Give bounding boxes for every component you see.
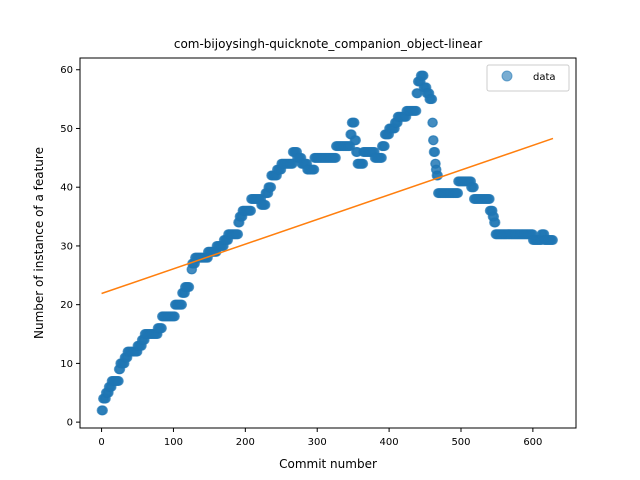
x-tick-label: 100 [164,437,183,448]
data-point [376,152,387,163]
data-point [379,141,390,152]
data-point [233,229,244,240]
legend-label-data: data [533,72,556,83]
y-tick-label: 40 [60,183,73,194]
scatter-points [96,70,558,416]
data-point [98,405,108,416]
x-tick-label: 200 [236,437,255,448]
y-tick-label: 60 [60,65,73,76]
y-tick-label: 50 [60,124,73,135]
data-point [184,282,195,293]
axes-frame [79,57,577,429]
data-point [427,94,438,105]
x-tick-label: 0 [98,437,104,448]
data-point [490,217,501,228]
data-point [468,182,479,193]
y-tick-label: 20 [60,300,73,311]
data-point [246,205,257,216]
data-point [358,158,369,169]
legend-marker-data [501,70,513,82]
data-point [427,117,438,128]
x-tick-label: 400 [380,437,399,448]
data-point [484,193,495,204]
fit-line-layer [101,137,554,295]
y-tick-label: 0 [67,418,73,429]
legend-box [486,64,570,92]
data-point [156,323,167,334]
chart-title: com-bijoysingh-quicknote_companion_objec… [174,37,482,51]
data-point [351,135,362,146]
y-axis-ticks: 0 10 20 30 40 50 60 [60,65,80,429]
data-point [113,376,124,387]
x-tick-label: 600 [523,437,542,448]
y-axis-title: Number of instance of a feature [32,147,46,339]
data-point [266,182,277,193]
x-axis-ticks: 0 100 200 300 400 500 600 [98,428,542,448]
data-point [349,117,360,128]
x-tick-label: 300 [308,437,327,448]
data-point [169,311,180,322]
data-point [428,135,439,146]
legend: data [486,64,570,92]
linear-fit-line [101,137,554,295]
y-tick-label: 10 [60,359,73,370]
data-point [411,105,422,116]
plot-area [79,57,577,429]
data-point [309,164,320,175]
data-point [330,152,341,163]
data-point [453,188,464,199]
data-point [548,235,558,246]
data-point [418,70,429,81]
y-tick-label: 30 [60,241,73,252]
x-tick-label: 500 [451,437,470,448]
data-point [177,299,188,310]
x-axis-title: Commit number [279,457,377,471]
data-point [430,146,441,157]
data-point [260,199,271,210]
